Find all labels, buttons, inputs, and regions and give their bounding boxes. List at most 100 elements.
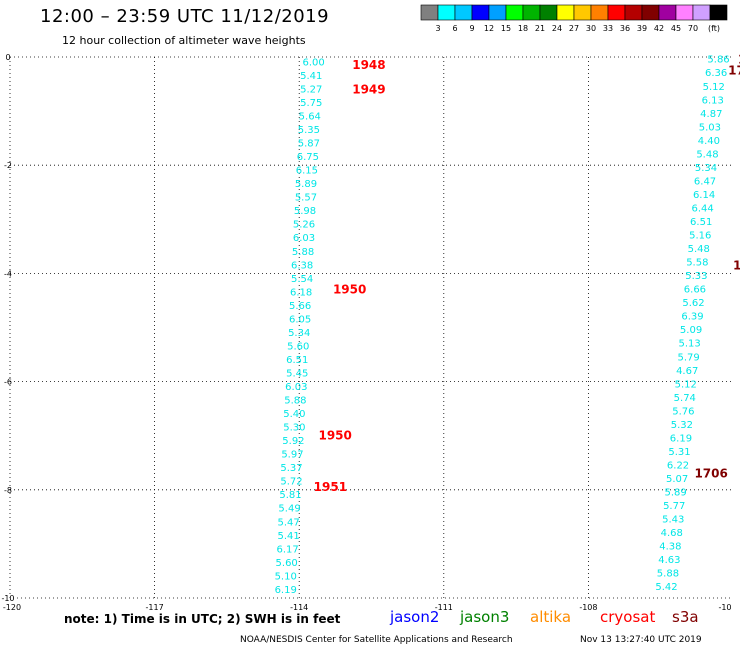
color-scale-label: 15 bbox=[501, 24, 511, 33]
longitude-tick-label: -111 bbox=[435, 603, 453, 612]
wave-height-value: 5.35 bbox=[298, 125, 320, 136]
color-swatch bbox=[539, 4, 558, 21]
wave-height-value: 6.22 bbox=[667, 460, 689, 471]
color-swatch bbox=[522, 4, 541, 21]
longitude-tick-label: -108 bbox=[579, 603, 597, 612]
color-swatch bbox=[573, 4, 592, 21]
color-swatch bbox=[505, 4, 524, 21]
wave-height-value: 6.18 bbox=[290, 287, 312, 298]
wave-height-value: 5.45 bbox=[286, 368, 308, 379]
color-swatch bbox=[624, 4, 643, 21]
wave-height-value: 5.31 bbox=[668, 447, 690, 458]
pass-time-label: 17 bbox=[728, 64, 740, 78]
map-subtitle: 12 hour collection of altimeter wave hei… bbox=[62, 34, 306, 47]
wave-height-value: 6.00 bbox=[303, 57, 325, 68]
wave-height-value: 5.40 bbox=[283, 409, 305, 420]
pass-time-label: 1706 bbox=[694, 467, 727, 481]
wave-height-value: 5.98 bbox=[294, 206, 316, 217]
wave-height-value: 4.40 bbox=[698, 136, 720, 147]
wave-height-value: 5.30 bbox=[283, 423, 305, 434]
wave-height-value: 5.54 bbox=[291, 274, 313, 285]
latitude-tick-label: -4 bbox=[4, 269, 12, 278]
wave-height-value: 5.79 bbox=[678, 352, 700, 363]
credit-text: NOAA/NESDIS Center for Satellite Applica… bbox=[240, 635, 513, 645]
wave-height-value: 5.87 bbox=[298, 139, 320, 150]
longitude-tick-label: -114 bbox=[290, 603, 308, 612]
satellite-legend-item: s3a bbox=[672, 608, 699, 626]
pass-time-label: 17 bbox=[738, 53, 740, 67]
wave-height-value: 6.47 bbox=[694, 176, 716, 187]
pass-time-label: 1951 bbox=[314, 480, 347, 494]
wave-height-value: 5.12 bbox=[675, 379, 697, 390]
wave-height-value: 5.88 bbox=[657, 569, 679, 580]
color-scale-unit: (ft) bbox=[708, 24, 720, 33]
color-swatch bbox=[590, 4, 609, 21]
wave-height-value: 5.88 bbox=[292, 247, 314, 258]
wave-height-value: 5.34 bbox=[288, 328, 310, 339]
wave-height-value: 5.88 bbox=[284, 396, 306, 407]
longitude-tick-label: -120 bbox=[3, 603, 21, 612]
wave-height-value: 5.34 bbox=[695, 163, 717, 174]
color-scale-label: 39 bbox=[637, 24, 647, 33]
color-scale-label: 9 bbox=[469, 24, 474, 33]
wave-height-value: 6.15 bbox=[296, 166, 318, 177]
wave-height-value: 6.51 bbox=[690, 217, 712, 228]
wave-height-value: 5.57 bbox=[295, 193, 317, 204]
wave-height-value: 5.09 bbox=[680, 325, 702, 336]
latitude-tick-label: -6 bbox=[4, 378, 12, 387]
color-scale-label: 30 bbox=[586, 24, 596, 33]
color-scale-legend: 3 6 9 12 15 18 21 24 27 30 33 36 39 42 45 70 (ft) bbox=[420, 4, 728, 33]
pass-time-label: 1950 bbox=[333, 283, 366, 297]
color-swatch bbox=[420, 4, 439, 21]
wave-height-value: 6.03 bbox=[293, 233, 315, 244]
wave-height-value: 5.03 bbox=[699, 122, 721, 133]
color-scale-label: 45 bbox=[671, 24, 681, 33]
color-swatch bbox=[709, 4, 728, 21]
wave-height-value: 5.97 bbox=[281, 450, 303, 461]
wave-height-value: 5.32 bbox=[671, 420, 693, 431]
footer-note: note: 1) Time is in UTC; 2) SWH is in fe… bbox=[64, 612, 341, 626]
wave-height-value: 5.41 bbox=[300, 71, 322, 82]
wave-height-value: 5.13 bbox=[678, 339, 700, 350]
wave-height-value: 5.75 bbox=[300, 98, 322, 109]
wave-height-value: 5.58 bbox=[686, 258, 708, 269]
wave-height-value: 5.64 bbox=[299, 112, 321, 123]
wave-height-value: 6.75 bbox=[297, 152, 319, 163]
satellite-legend-item: cryosat bbox=[600, 608, 656, 626]
wave-height-value: 6.13 bbox=[702, 95, 724, 106]
wave-height-value: 6.51 bbox=[286, 355, 308, 366]
color-scale-label: 24 bbox=[552, 24, 562, 33]
wave-height-value: 5.42 bbox=[655, 582, 677, 593]
satellite-legend-item: altika bbox=[530, 608, 572, 626]
color-swatch bbox=[692, 4, 711, 21]
color-swatch bbox=[454, 4, 473, 21]
wave-height-value: 5.47 bbox=[277, 517, 299, 528]
wave-height-value: 5.33 bbox=[685, 271, 707, 282]
color-scale-label: 42 bbox=[654, 24, 664, 33]
color-scale-label: 21 bbox=[535, 24, 545, 33]
color-scale-label: 6 bbox=[452, 24, 457, 33]
color-swatch bbox=[675, 4, 694, 21]
wave-height-value: 5.60 bbox=[276, 558, 298, 569]
color-scale-label: 18 bbox=[518, 24, 528, 33]
wave-height-value: 5.16 bbox=[689, 231, 711, 242]
color-swatch bbox=[437, 4, 456, 21]
wave-height-value: 4.38 bbox=[659, 542, 681, 553]
wave-height-value: 4.87 bbox=[700, 109, 722, 120]
wave-height-value: 5.72 bbox=[280, 477, 302, 488]
color-swatch bbox=[607, 4, 626, 21]
map-frame bbox=[9, 57, 733, 599]
pass-time-label: 1948 bbox=[352, 58, 385, 72]
wave-height-tracks: 6.00 5.41 5.27 5.75 5.64 5.35 5.87 6.75 6.15 5.89… bbox=[275, 55, 730, 596]
wave-height-value: 5.89 bbox=[665, 488, 687, 499]
wave-height-value: 6.03 bbox=[285, 382, 307, 393]
wave-height-value: 6.44 bbox=[692, 203, 714, 214]
wave-height-value: 6.19 bbox=[670, 433, 692, 444]
color-scale-label: 27 bbox=[569, 24, 579, 33]
latitude-tick-label: 0 bbox=[5, 53, 10, 62]
wave-height-value: 5.81 bbox=[279, 490, 301, 501]
wave-height-value: 5.66 bbox=[289, 301, 311, 312]
wave-height-value: 5.92 bbox=[282, 436, 304, 447]
axis-tick-labels: -120 -117 -114 -111 -108 -10 0 -2 -4 -6 -8 -10 bbox=[1, 53, 731, 612]
